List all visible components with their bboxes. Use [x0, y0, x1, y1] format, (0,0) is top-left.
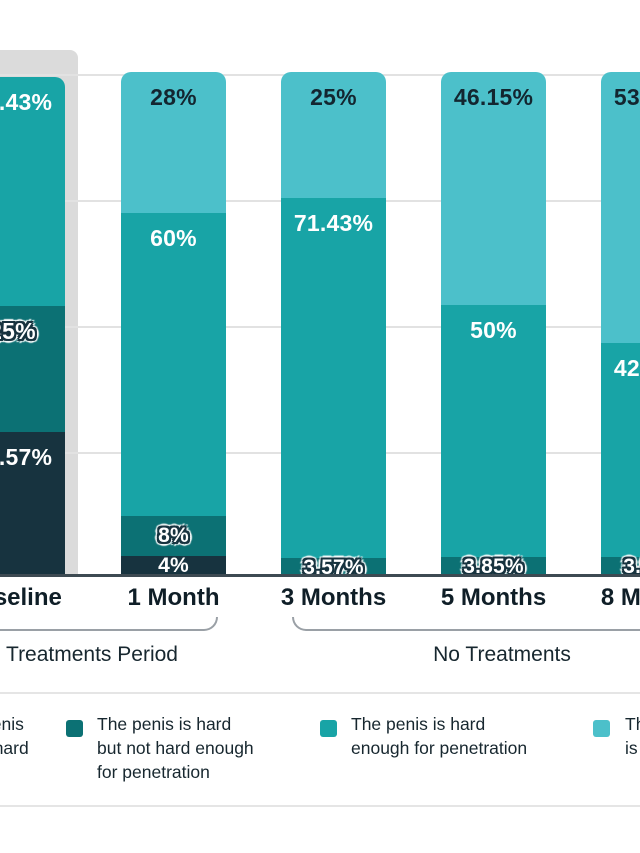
segment-value-label: 8% — [158, 524, 189, 548]
legend-swatch-hard-but-not-enough — [66, 720, 83, 737]
legend-bottom-divider — [0, 805, 640, 807]
segment-value-label: 46.15% — [453, 84, 534, 111]
segment-value-label: 3.85% — [623, 554, 640, 576]
segment-value-label: 53.85% — [613, 84, 640, 111]
segment-value-label: 28.57% — [0, 444, 53, 470]
legend-label-hard-enough-for-penetration: The penis is hard enough for penetration — [351, 714, 528, 758]
segment-value-label: 50% — [470, 316, 517, 343]
bar-segment-completely-hard: 25% — [281, 72, 386, 198]
legend-top-divider — [0, 692, 640, 694]
segment-value-label: 25% — [0, 318, 36, 344]
no-treatments-bracket — [292, 617, 640, 631]
bar-segment-hard-but-not-enough: 3.85% — [441, 554, 546, 576]
group-label-no-treatments: No Treatments — [433, 643, 571, 666]
group-label-treatments-period: Treatments Period — [6, 643, 178, 666]
bar-segment-hard-but-not-enough: 3.57% — [281, 555, 386, 577]
bar-1-month: 28% 60% 8% 4% — [121, 72, 226, 576]
bar-segment-hard-enough-for-penetration: 45.43% — [0, 77, 65, 306]
bar-3-months: 25% 71.43% 3.57% — [281, 72, 386, 576]
segment-value-label: 28% — [150, 84, 197, 111]
legend-label-hard-but-not-enough: The penis is hard but not hard enough for … — [97, 714, 254, 782]
x-axis-line — [0, 574, 640, 577]
bar-segment-completely-hard: 28% — [121, 72, 226, 214]
bar-segment-hard-but-not-enough: 25% — [0, 306, 65, 432]
bar-segment-hard-enough-for-penetration: 60% — [121, 213, 226, 516]
segment-value-label: 60% — [150, 225, 197, 252]
segment-value-label: 71.43% — [293, 210, 374, 236]
treatments-period-bracket — [0, 617, 218, 631]
legend-swatch-completely-hard — [593, 720, 610, 737]
segment-value-label: 25% — [310, 84, 357, 110]
x-axis-label-1-month: 1 Month — [127, 584, 220, 611]
segment-value-label: 45.43% — [0, 89, 53, 115]
bar-segment-hard-but-not-enough: 3.85% — [601, 554, 640, 576]
bar-segment-hard-enough-for-penetration: 50% — [441, 304, 546, 557]
bar-segment-completely-hard: 53.85% — [601, 72, 640, 344]
segment-value-label: 4% — [158, 554, 189, 576]
bar-baseline: 45.43% 25% 28.57% — [0, 77, 65, 576]
x-axis-label-5-months: 5 Months — [440, 584, 547, 611]
segment-value-label: 42.31% — [613, 355, 640, 382]
bar-segment-hard-enough-for-penetration: 42.31% — [601, 343, 640, 557]
x-axis-label-8-months: 8 Months — [600, 584, 640, 611]
legend-swatch-hard-enough-for-penetration — [320, 720, 337, 737]
bar-segment-hard-enough-for-penetration: 71.43% — [281, 198, 386, 558]
segment-value-label: 3.57% — [303, 555, 364, 577]
bar-segment-completely-hard: 46.15% — [441, 72, 546, 305]
bar-segment-hard-but-not-enough: 8% — [121, 515, 226, 556]
bar-segment-not-hard: 28.57% — [0, 432, 65, 576]
x-axis-label-baseline: Baseline — [0, 584, 62, 611]
bar-8-months: 53.85% 42.31% 3.85% — [601, 72, 640, 576]
bar-segment-not-hard: 4% — [121, 554, 226, 576]
segment-value-label: 3.85% — [463, 554, 524, 576]
bar-5-months: 46.15% 50% 3.85% — [441, 72, 546, 576]
x-axis-label-3-months: 3 Months — [280, 584, 387, 611]
